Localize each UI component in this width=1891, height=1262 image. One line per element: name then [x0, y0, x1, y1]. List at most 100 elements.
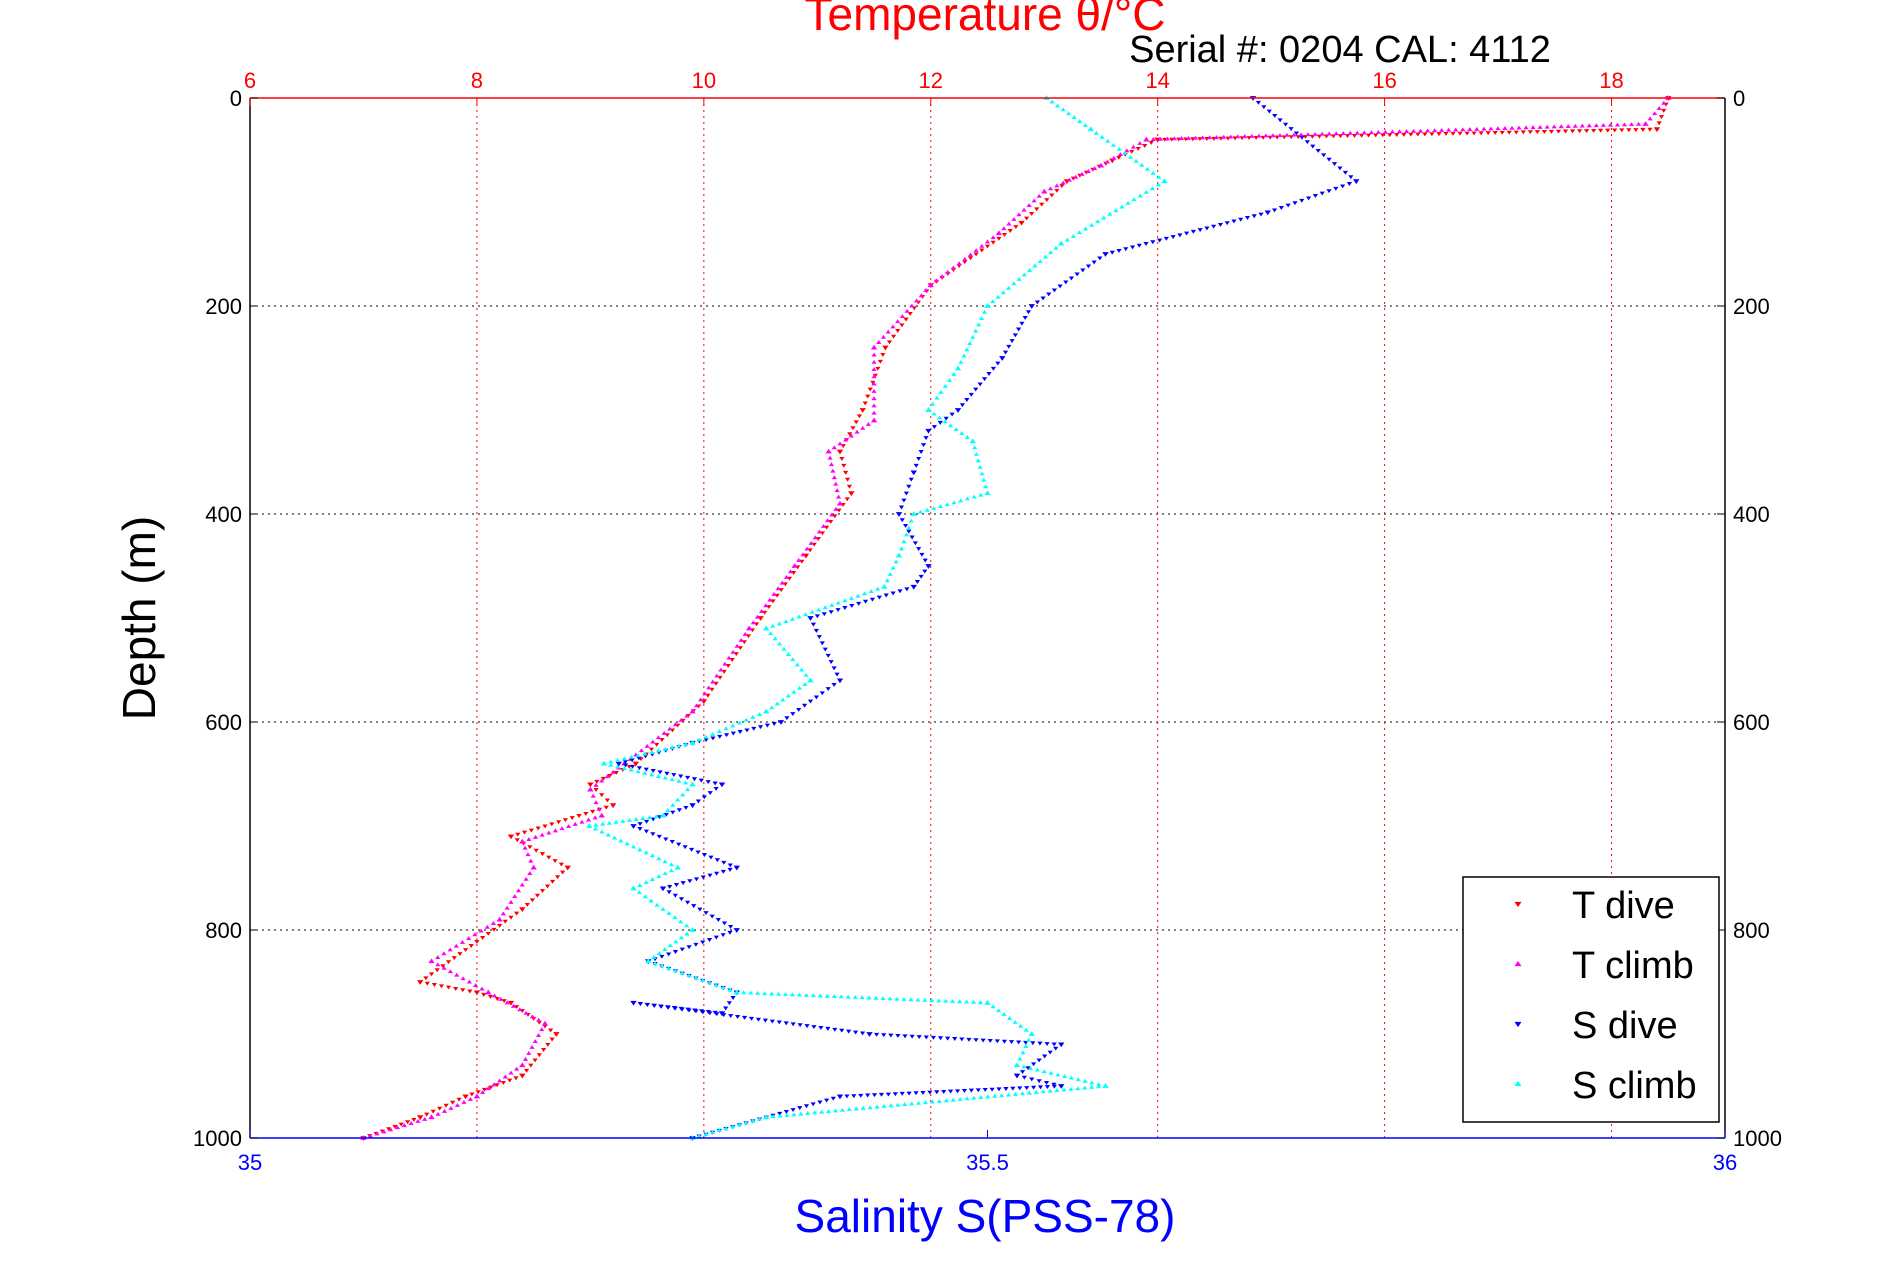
data-point — [689, 781, 696, 787]
trace-marker — [941, 1089, 947, 1094]
trace-marker — [710, 736, 716, 741]
trace-marker — [693, 703, 700, 708]
trace-marker — [895, 1033, 901, 1038]
trace-marker — [899, 314, 906, 318]
trace-marker — [976, 322, 982, 327]
data-point — [763, 625, 770, 631]
data-point — [925, 407, 932, 412]
trace-marker — [1272, 113, 1278, 118]
depth-tick-label-left: 400 — [205, 502, 242, 527]
trace-marker — [994, 1039, 1000, 1044]
data-point — [586, 823, 593, 828]
trace-marker — [798, 1111, 804, 1116]
trace-marker — [1000, 290, 1006, 295]
trace-marker — [599, 793, 605, 798]
trace-marker — [902, 1102, 908, 1107]
trace-marker — [1548, 129, 1555, 134]
trace-marker — [973, 248, 979, 253]
temperature-tick-label: 14 — [1145, 68, 1169, 93]
trace-marker — [656, 834, 662, 839]
trace-marker — [888, 1103, 894, 1108]
trace-marker — [774, 701, 780, 706]
trace-marker — [999, 1093, 1005, 1098]
trace-marker — [964, 434, 970, 439]
trace-marker — [800, 552, 806, 557]
trace-marker — [783, 1109, 789, 1114]
trace-marker — [559, 826, 565, 831]
trace-marker — [636, 766, 642, 771]
trace-marker — [1156, 238, 1163, 243]
trace-marker — [1351, 133, 1358, 138]
trace-marker — [643, 829, 650, 834]
trace-marker — [936, 1098, 942, 1103]
trace-marker — [1354, 130, 1360, 135]
trace-marker — [714, 858, 720, 863]
data-point — [807, 616, 814, 621]
trace-marker — [1271, 208, 1278, 213]
trace-marker — [1192, 135, 1199, 140]
trace-marker — [1453, 127, 1459, 132]
trace-marker — [899, 323, 905, 328]
trace-marker — [796, 685, 803, 690]
trace-marker — [660, 906, 666, 911]
trace-marker — [453, 943, 459, 948]
trace-marker — [716, 729, 722, 734]
trace-marker — [784, 1112, 790, 1117]
trace-marker — [1266, 109, 1272, 114]
trace-marker — [1021, 272, 1027, 277]
trace-marker — [853, 1106, 859, 1111]
temperature-tick-label: 10 — [692, 68, 716, 93]
trace-marker — [435, 962, 441, 967]
trace-marker — [705, 780, 711, 784]
trace-marker — [695, 799, 701, 804]
trace-marker — [669, 745, 675, 750]
trace-marker — [1221, 134, 1227, 139]
trace-marker — [1382, 129, 1389, 134]
trace-marker — [978, 1095, 984, 1100]
trace-marker — [811, 1025, 817, 1029]
trace-marker — [1017, 1086, 1023, 1091]
trace-marker — [654, 902, 660, 907]
trace-marker — [803, 1104, 810, 1109]
trace-marker — [1021, 1075, 1027, 1080]
trace-marker — [708, 855, 714, 860]
trace-marker — [979, 243, 985, 248]
trace-marker — [805, 1111, 811, 1115]
trace-marker — [1170, 235, 1176, 240]
trace-marker — [943, 416, 949, 421]
trace-marker — [748, 1016, 755, 1021]
trace-marker — [865, 394, 871, 399]
trace-marker — [662, 859, 668, 864]
trace-marker — [985, 1094, 991, 1099]
trace-marker — [404, 1120, 411, 1125]
trace-marker — [831, 683, 837, 687]
trace-marker — [1647, 127, 1653, 132]
trace-marker — [759, 609, 765, 613]
trace-marker — [723, 726, 729, 731]
tick-labels: 0 0 200 200 400 400 600 600 800 800 1000 1000 6 8 10 12… — [193, 68, 1782, 1175]
trace-marker — [621, 756, 628, 761]
trace-marker — [613, 770, 619, 775]
trace-marker — [796, 557, 802, 562]
trace-marker — [782, 992, 789, 996]
trace-marker — [730, 1124, 736, 1129]
trace-marker — [787, 569, 794, 574]
trace-marker — [629, 764, 636, 769]
trace-marker — [908, 997, 914, 1002]
trace-marker — [898, 505, 905, 510]
trace-marker — [424, 981, 430, 986]
trace-marker — [1337, 134, 1344, 139]
data-point — [848, 491, 855, 497]
trace-marker — [491, 927, 497, 932]
trace-marker — [1346, 182, 1353, 186]
trace-marker — [958, 498, 964, 503]
trace-marker — [750, 1118, 756, 1123]
trace-marker — [769, 1019, 775, 1024]
trace-marker — [679, 947, 685, 952]
data-point — [645, 958, 652, 964]
trace-marker — [454, 1102, 461, 1107]
trace-marker — [536, 1053, 542, 1058]
trace-marker — [908, 477, 914, 482]
trace-marker — [927, 1090, 933, 1095]
trace-marker — [649, 853, 656, 858]
